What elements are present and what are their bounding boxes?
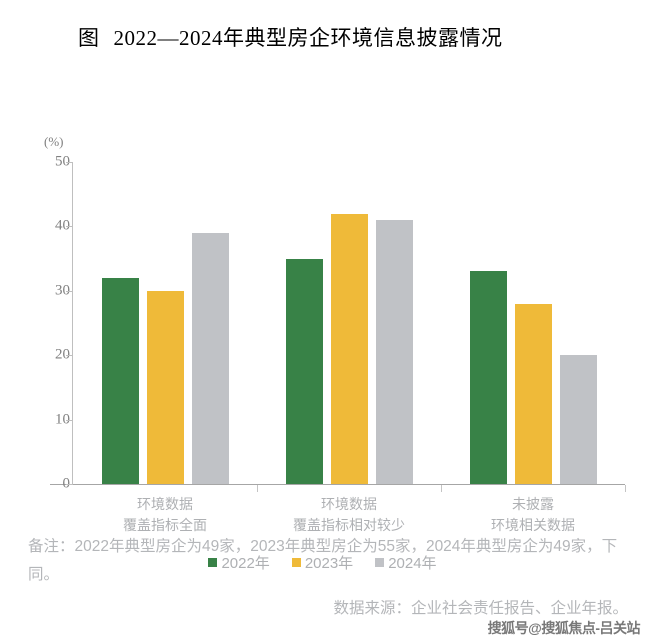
category-label-line: 环境数据 <box>137 496 193 512</box>
category-label-line: 覆盖指标全面 <box>123 517 207 533</box>
category-label-line: 覆盖指标相对较少 <box>293 517 405 533</box>
legend-item[interactable]: 2024年 <box>375 552 437 573</box>
x-axis-category-label: 未披露 环境相关数据 <box>441 494 625 536</box>
bar-group <box>73 162 257 484</box>
y-axis-tick-mark <box>66 162 73 163</box>
y-axis-tick-mark <box>66 226 73 228</box>
bar <box>559 355 597 484</box>
bar-group <box>441 162 625 484</box>
legend-label: 2022年 <box>221 555 270 572</box>
y-axis-line <box>72 162 73 484</box>
x-axis-tick-mark <box>625 485 626 492</box>
page-title: 图 2022—2024年典型房企环境信息披露情况 <box>0 0 645 52</box>
chart-source: 数据来源：企业社会责任报告、企业年报。 <box>333 600 628 617</box>
y-axis-tick-label: 50 <box>55 153 70 170</box>
y-axis-unit-label: (%) <box>44 134 64 149</box>
legend-item[interactable]: 2023年 <box>291 552 354 573</box>
legend-label: 2023年 <box>304 555 354 572</box>
chart-legend: 2022年 2023年 2024年 <box>0 552 645 573</box>
legend-label: 2024年 <box>388 555 437 572</box>
bar-group <box>257 162 441 484</box>
legend-swatch-icon <box>208 558 218 567</box>
y-axis-tick-mark <box>66 419 73 421</box>
y-axis-tick-mark <box>66 290 73 292</box>
y-axis-tick-mark <box>66 484 73 485</box>
category-label-line: 未披露 <box>512 496 554 512</box>
bar-chart: (%) 01020304050 环境数据覆盖指标全面环境数据覆盖指标相对较少未披… <box>0 52 645 572</box>
y-axis-tick-mark <box>66 355 73 357</box>
category-label-line: 环境相关数据 <box>491 517 575 533</box>
legend-item[interactable]: 2022年 <box>208 552 270 573</box>
legend-swatch-icon <box>291 558 301 567</box>
bar <box>469 271 507 484</box>
y-axis-tick-label: 0 <box>30 476 71 493</box>
x-axis-tick-mark <box>441 485 442 492</box>
chart-remark: 备注：2022年典型房企为49家，2023年典型房企为55家，2024年典型房企… <box>28 538 618 583</box>
x-axis-category-label: 环境数据覆盖指标相对较少 <box>257 494 441 536</box>
y-axis-tick-label: 10 <box>55 411 70 428</box>
bar <box>330 213 368 484</box>
legend-swatch-icon <box>375 558 385 567</box>
figure-label: 图 <box>78 26 100 50</box>
figure-title-text: 2022—2024年典型房企环境信息披露情况 <box>113 26 503 50</box>
y-axis-tick-label: 20 <box>55 346 70 363</box>
y-axis-tick-label: 30 <box>55 282 70 299</box>
x-axis-tick-mark <box>257 485 258 492</box>
plot-area <box>73 162 625 484</box>
bar <box>375 219 413 484</box>
category-label-line: 环境数据 <box>321 496 377 512</box>
y-axis-tick-label: 40 <box>55 217 70 234</box>
x-axis-line <box>50 484 625 485</box>
bar <box>514 303 552 484</box>
x-axis-category-label: 环境数据覆盖指标全面 <box>73 494 257 536</box>
watermark-text: 搜狐号@搜狐焦点-吕关站 <box>487 620 641 636</box>
bar <box>146 290 184 484</box>
bar <box>191 232 229 484</box>
bar <box>285 258 323 484</box>
bar <box>101 277 139 484</box>
